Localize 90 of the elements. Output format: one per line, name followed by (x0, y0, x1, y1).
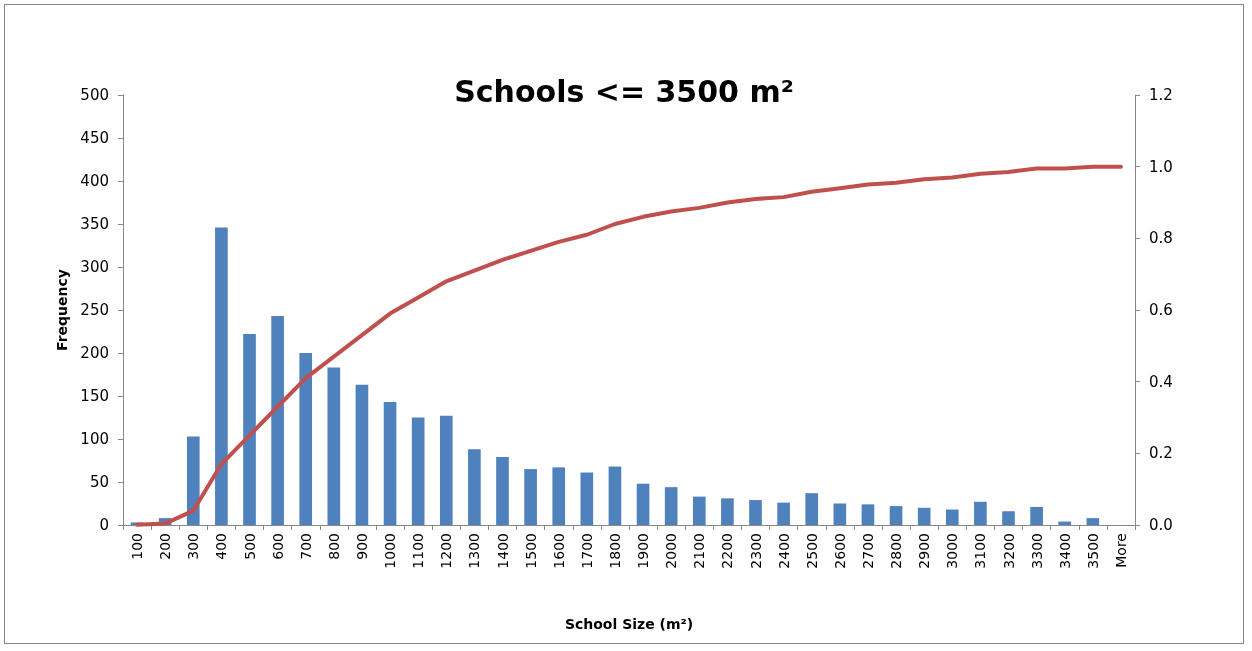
y-tick-label: 450 (80, 129, 109, 147)
y-tick-label: 100 (80, 430, 109, 448)
bar (1002, 511, 1015, 525)
x-tick-label: 1900 (635, 533, 652, 569)
x-axis-title: School Size (m²) (564, 616, 694, 632)
y-axis-title: Frequency (54, 269, 71, 351)
bar (299, 353, 313, 525)
y-tick-label: 400 (80, 172, 109, 190)
x-tick-label: 900 (353, 533, 370, 560)
bar (271, 316, 284, 525)
x-tick-label: 2400 (775, 533, 792, 569)
x-tick-label: 2800 (888, 533, 905, 569)
bar (664, 487, 678, 525)
y-tick-label: 250 (80, 301, 109, 319)
bar (945, 509, 959, 525)
bar (496, 457, 509, 525)
bar (552, 467, 566, 525)
bar (861, 504, 875, 525)
x-tick-label: 2200 (719, 533, 736, 569)
x-tick-label: 600 (269, 533, 286, 560)
x-tick-label: 1300 (466, 533, 483, 569)
x-tick-label: 1700 (578, 533, 595, 569)
x-tick-label: 1500 (522, 533, 539, 569)
y-tick-label: 50 (89, 473, 109, 491)
x-tick-label: 1400 (494, 533, 511, 569)
y2-tick-label: 0.6 (1149, 301, 1173, 319)
x-tick-label: 3200 (1000, 533, 1017, 569)
x-tick-label: 2300 (747, 533, 764, 569)
x-tick-label: 1200 (438, 533, 455, 569)
x-tick-label: 1600 (550, 533, 567, 569)
bar (468, 449, 481, 525)
x-tick-label: 2100 (691, 533, 708, 569)
bar (608, 466, 622, 525)
bar (383, 402, 397, 525)
bar (411, 417, 425, 525)
x-tick-label: 500 (241, 533, 258, 560)
x-tick-label: 3000 (944, 533, 961, 569)
y-tick-label: 350 (80, 215, 109, 233)
bar (1086, 518, 1100, 525)
line-series (135, 164, 1123, 527)
x-tick-label: 3500 (1084, 533, 1101, 569)
bar (215, 227, 228, 525)
x-tick-label: More (1112, 533, 1129, 568)
bar (889, 506, 903, 525)
x-tick-label: 3100 (972, 533, 989, 569)
x-tick-label: 1800 (606, 533, 623, 569)
x-tick-label: 2500 (803, 533, 820, 569)
y2-tick-label: 1.0 (1149, 157, 1173, 176)
x-tick-label: 400 (213, 533, 230, 560)
x-tick-label: 2600 (831, 533, 848, 569)
x-tick-label: 3300 (1028, 533, 1045, 569)
bar (1030, 506, 1043, 525)
bar (833, 503, 847, 525)
y-tick-label: 300 (80, 258, 109, 276)
y2-tick-label: 0.4 (1149, 372, 1173, 391)
bar (580, 472, 594, 525)
bar (439, 415, 453, 525)
x-tick-label: 200 (157, 533, 174, 560)
x-tick-label: 1000 (382, 533, 399, 569)
x-tick-label: 2000 (663, 533, 680, 569)
y-tick-label: 0 (99, 516, 109, 534)
x-tick-label: 700 (297, 533, 314, 560)
x-tick-label: 3400 (1056, 533, 1073, 569)
bar (636, 483, 650, 525)
bar (243, 334, 256, 525)
chart-title: Schools <= 3500 m² (454, 73, 794, 109)
bar (692, 496, 706, 525)
bar (524, 469, 537, 525)
bar (327, 367, 341, 525)
x-tick-label: 100 (129, 533, 146, 560)
x-tick-label: 2700 (859, 533, 876, 569)
y2-tick-label: 1.2 (1149, 86, 1173, 104)
bar (749, 500, 762, 525)
bar (805, 493, 819, 525)
y2-tick-label: 0.2 (1149, 444, 1173, 463)
bar (186, 436, 200, 525)
x-tick-label: 2900 (916, 533, 933, 569)
bar (974, 501, 987, 525)
bar (721, 498, 734, 525)
x-tick-label: 300 (185, 533, 202, 560)
bar (917, 507, 931, 525)
y-tick-label: 500 (80, 86, 109, 104)
y2-tick-label: 0.8 (1149, 229, 1173, 248)
y2-tick-label: 0.0 (1149, 516, 1173, 534)
x-tick-label: 1100 (410, 533, 427, 569)
y-tick-label: 150 (80, 387, 109, 405)
bar (777, 502, 790, 525)
y-tick-label: 200 (80, 344, 109, 362)
bar (355, 384, 369, 525)
x-tick-label: 800 (325, 533, 342, 560)
